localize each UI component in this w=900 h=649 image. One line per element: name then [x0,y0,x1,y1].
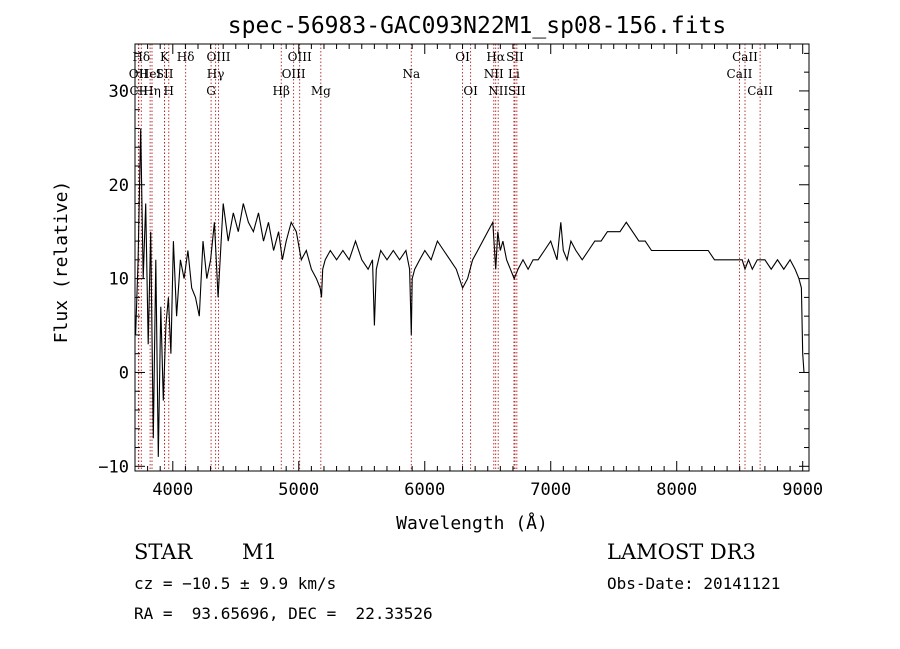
x-axis-label: Wavelength (Å) [396,512,548,534]
y-axis-ticks: −10 0 10 20 30 [98,52,809,477]
spectral-line-label: OI [455,50,470,64]
spectral-line-label: HeI [139,67,162,81]
object-class: STAR [134,540,193,564]
spectral-line-label: CaII [747,84,773,98]
y-tick-label: 0 [119,363,129,383]
spectral-line-label: NII [484,67,504,81]
spectral-line-label: Hγ [207,67,225,81]
spectral-line-label: NII [488,84,508,98]
spectral-line-label: Hδ [177,50,195,64]
spectral-line-label: H [164,84,174,98]
x-tick-label: 4000 [152,480,193,500]
observation-date: Obs-Date: 20141121 [607,574,781,593]
y-tick-label: 10 [109,270,129,290]
spectral-line-label: Hη [143,84,161,98]
spectral-line-label: CaII [732,50,758,64]
spectral-line-label: Li [508,67,520,81]
spectral-line-label: SII [156,67,174,81]
object-subclass: M1 [242,540,277,564]
spectral-line-label: Mg [311,84,331,98]
y-tick-label: −10 [98,457,129,477]
x-tick-label: 9000 [782,480,823,500]
spectral-line-label: SII [506,50,524,64]
spectral-line-markers [137,44,761,471]
plot-frame [134,43,810,472]
x-tick-label: 7000 [530,480,571,500]
spectral-line-label: SII [508,84,526,98]
spectral-line-label: Hβ [273,84,290,98]
x-axis-ticks: 4000 5000 6000 7000 8000 9000 [134,44,823,500]
x-tick-label: 8000 [656,480,697,500]
y-tick-label: 20 [109,176,129,196]
y-tick-label: 30 [109,82,129,102]
spectral-line-label: OI [463,84,478,98]
spectral-line-label: CaII [727,67,753,81]
y-axis-label: Flux (relative) [51,181,72,344]
survey-name: LAMOST DR3 [607,540,756,564]
spectral-line-label: OIII [288,50,312,64]
spectral-line-label: Hα [486,50,505,64]
spectrum-line [135,128,805,457]
ra-dec-coordinates: RA = 93.65696, DEC = 22.33526 [134,604,433,623]
spectral-line-label: K [160,50,170,64]
spectral-line-label: Na [402,67,420,81]
chart-title: spec-56983-GAC093N22M1_sp08-156.fits [228,13,727,39]
spectral-line-label: OII [129,67,149,81]
spectral-line-label: OIII [282,67,306,81]
redshift-velocity: cz = −10.5 ± 9.9 km/s [134,574,337,593]
spectral-line-label: G [206,84,216,98]
spectral-line-label: OIII [206,50,230,64]
x-tick-label: 6000 [404,480,445,500]
x-tick-label: 5000 [278,480,319,500]
